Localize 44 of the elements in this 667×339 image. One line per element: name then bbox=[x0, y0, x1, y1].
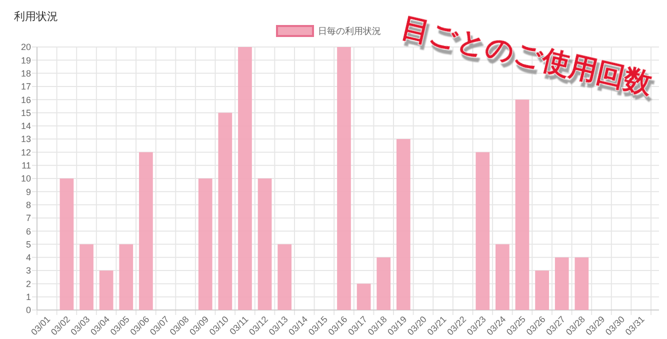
bar bbox=[238, 47, 252, 310]
y-tick-label: 20 bbox=[20, 42, 31, 52]
y-tick-label: 0 bbox=[26, 305, 31, 316]
bar bbox=[574, 257, 589, 310]
y-tick-label: 18 bbox=[20, 68, 31, 78]
chart-title: 利用状況 bbox=[14, 10, 58, 23]
bar bbox=[496, 244, 510, 310]
legend-label: 日毎の利用状況 bbox=[318, 26, 381, 36]
bar bbox=[356, 284, 371, 310]
y-tick-label: 19 bbox=[20, 55, 31, 66]
y-tick-label: 1 bbox=[26, 292, 31, 302]
y-tick-label: 14 bbox=[20, 121, 31, 132]
bar bbox=[258, 178, 272, 310]
bar bbox=[198, 178, 212, 310]
bar bbox=[119, 244, 134, 310]
bar bbox=[139, 152, 153, 310]
y-tick-label: 12 bbox=[20, 147, 31, 158]
bar bbox=[60, 178, 74, 310]
bar bbox=[476, 152, 490, 310]
y-tick-label: 8 bbox=[26, 200, 31, 210]
bar bbox=[99, 270, 114, 310]
bar bbox=[554, 257, 569, 310]
bar bbox=[376, 257, 391, 310]
annotation: 目ごとのご使用回数 bbox=[398, 12, 656, 100]
y-tick-label: 4 bbox=[26, 252, 31, 263]
y-tick-label: 10 bbox=[20, 174, 31, 184]
y-tick-label: 9 bbox=[26, 186, 31, 197]
bar bbox=[218, 112, 232, 310]
bar bbox=[515, 100, 530, 310]
y-tick-label: 17 bbox=[20, 82, 31, 92]
y-tick-label: 7 bbox=[26, 213, 31, 224]
bar bbox=[535, 270, 549, 310]
y-tick-label: 13 bbox=[20, 134, 31, 144]
y-tick-label: 15 bbox=[20, 108, 31, 118]
bar bbox=[278, 244, 292, 310]
bar bbox=[396, 139, 410, 310]
y-tick-label: 6 bbox=[26, 226, 31, 236]
bar bbox=[337, 47, 351, 310]
y-tick-label: 5 bbox=[26, 239, 31, 250]
y-tick-label: 16 bbox=[20, 94, 31, 105]
y-tick-label: 11 bbox=[22, 160, 31, 170]
y-tick-label: 2 bbox=[26, 278, 31, 289]
bar bbox=[80, 244, 94, 310]
y-tick-label: 3 bbox=[26, 266, 31, 276]
